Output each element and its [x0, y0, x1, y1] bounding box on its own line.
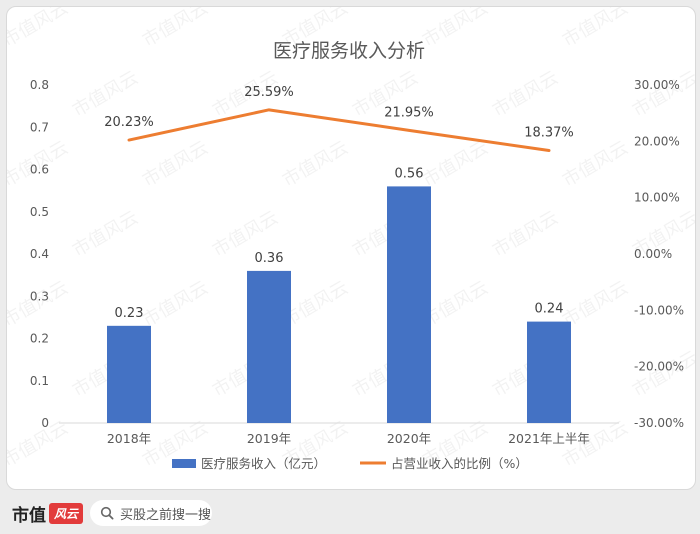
legend-line-label: 占营业收入的比例（%） [391, 456, 528, 471]
watermark-text: 市值风云 [69, 67, 142, 121]
watermark-text: 市值风云 [349, 487, 422, 489]
bar [527, 321, 571, 423]
x-axis-labels: 2018年 2019年 2020年 2021年上半年 [107, 431, 590, 446]
legend: 医疗服务收入（亿元） 占营业收入的比例（%） [172, 456, 528, 471]
y-left-tick-label: 0.2 [30, 332, 49, 346]
y-left-tick-label: 0 [41, 416, 49, 430]
brand-mark: 风云 [49, 502, 84, 524]
watermark-text: 市值风云 [7, 7, 72, 51]
watermark-text: 市值风云 [139, 137, 212, 191]
search-label: 买股之前搜一搜 [120, 507, 212, 523]
brand-logo: 市值 风云 [12, 500, 84, 526]
x-category-label: 2021年上半年 [508, 431, 590, 446]
watermark-text: 市值风云 [7, 417, 72, 471]
legend-bar-swatch [172, 459, 196, 468]
y-left-tick-label: 0.1 [30, 374, 49, 388]
search-box[interactable]: 买股之前搜一搜 [90, 500, 212, 526]
bar-series [107, 186, 571, 423]
line-value-label: 20.23% [104, 115, 154, 130]
y-right-tick-label: 10.00% [634, 191, 680, 205]
y-right-tick-label: 20.00% [634, 134, 680, 148]
bar-value-label: 0.23 [115, 306, 144, 321]
bar-value-label: 0.56 [395, 166, 424, 181]
line-path [127, 108, 551, 153]
line-value-label: 21.95% [384, 105, 434, 120]
search-icon [100, 506, 114, 520]
y-left-tick-label: 0.4 [30, 247, 49, 261]
y-right-tick-label: -20.00% [634, 360, 684, 374]
watermark-text: 市值风云 [69, 207, 142, 261]
watermark-text: 市值风云 [139, 7, 212, 51]
watermark-text: 市值风云 [489, 207, 562, 261]
y-axis-right: -30.00% -20.00% -10.00% 0.00% 10.00% 20.00% 30… [634, 78, 684, 430]
watermark-text: 市值风云 [139, 277, 212, 331]
watermark-text: 市值风云 [489, 67, 562, 121]
legend-bar-label: 医疗服务收入（亿元） [201, 456, 326, 471]
bar [107, 325, 151, 423]
footer-bar: 市值 风云 买股之前搜一搜 [0, 492, 700, 534]
y-left-tick-label: 0.7 [30, 120, 49, 134]
watermark-text: 市值风云 [7, 277, 72, 331]
bar-value-label: 0.36 [255, 251, 284, 266]
watermark-text: 市值风云 [629, 347, 695, 401]
bar [387, 186, 431, 423]
line-data-labels: 20.23% 25.59% 21.95% 18.37% [104, 85, 574, 141]
y-right-tick-label: -10.00% [634, 303, 684, 317]
line-value-label: 18.37% [524, 126, 574, 141]
y-left-tick-label: 0.5 [30, 205, 49, 219]
x-category-label: 2019年 [247, 431, 291, 446]
chart-card: 市值风云 市值风云 市值风云 市值风云 市值风云 市值风云 市值风云 市值风云 市值风云 市值风云… [6, 6, 696, 490]
watermark-text: 市值风云 [209, 487, 282, 489]
watermark-text: 市值风云 [279, 137, 352, 191]
watermark-text: 市值风云 [69, 487, 142, 489]
y-axis-left: 0 0.1 0.2 0.3 0.4 0.5 0.6 0.7 0.8 [30, 78, 49, 430]
watermark-text: 市值风云 [419, 7, 492, 51]
y-left-tick-label: 0.3 [30, 289, 49, 303]
watermark-text: 市值风云 [629, 487, 695, 489]
bar [247, 270, 291, 423]
x-category-label: 2018年 [107, 431, 151, 446]
y-right-tick-label: 0.00% [634, 247, 672, 261]
watermark-text: 市值风云 [559, 7, 632, 51]
line-value-label: 25.59% [244, 85, 294, 100]
bar-data-labels: 0.23 0.36 0.56 0.24 [115, 166, 564, 320]
chart-title: 医疗服务收入分析 [273, 40, 425, 62]
watermark-text: 市值风云 [419, 137, 492, 191]
y-right-tick-label: 30.00% [634, 78, 680, 92]
watermark-text: 市值风云 [489, 487, 562, 489]
watermark-text: 市值风云 [629, 67, 695, 121]
brand-text: 市值 [12, 505, 46, 526]
y-left-tick-label: 0.6 [30, 163, 49, 177]
line-series [127, 108, 551, 153]
y-left-tick-label: 0.8 [30, 78, 49, 92]
y-right-tick-label: -30.00% [634, 416, 684, 430]
bar-value-label: 0.24 [535, 302, 564, 317]
x-category-label: 2020年 [387, 431, 431, 446]
watermark-text: 市值风云 [559, 137, 632, 191]
